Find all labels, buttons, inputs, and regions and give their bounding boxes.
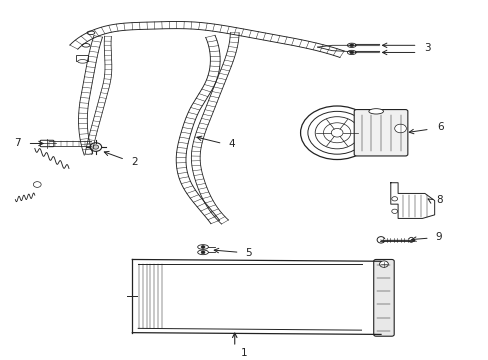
Circle shape [394, 124, 406, 133]
Text: 8: 8 [435, 194, 442, 204]
Ellipse shape [408, 237, 413, 242]
Ellipse shape [197, 250, 208, 255]
Ellipse shape [87, 31, 95, 35]
Circle shape [315, 117, 358, 149]
FancyBboxPatch shape [353, 109, 407, 156]
Text: 3: 3 [423, 43, 430, 53]
FancyBboxPatch shape [40, 140, 54, 147]
Ellipse shape [346, 43, 355, 48]
Text: 7: 7 [15, 139, 21, 148]
Ellipse shape [376, 237, 384, 243]
Circle shape [201, 251, 204, 254]
Circle shape [349, 51, 353, 54]
FancyBboxPatch shape [373, 260, 393, 336]
Circle shape [93, 145, 99, 149]
Text: 5: 5 [245, 248, 252, 258]
Text: 4: 4 [228, 139, 235, 149]
Ellipse shape [346, 50, 355, 55]
Circle shape [330, 129, 342, 137]
Circle shape [349, 44, 353, 47]
Circle shape [300, 106, 373, 159]
Text: 9: 9 [435, 232, 441, 242]
Text: 1: 1 [241, 348, 247, 358]
Circle shape [391, 197, 397, 201]
Circle shape [379, 261, 387, 267]
Text: 2: 2 [131, 157, 138, 167]
Ellipse shape [78, 60, 87, 63]
Text: 6: 6 [436, 122, 443, 132]
Circle shape [307, 111, 366, 154]
Circle shape [391, 209, 397, 213]
Ellipse shape [197, 245, 208, 249]
Circle shape [323, 123, 350, 143]
Circle shape [201, 246, 204, 248]
Ellipse shape [368, 109, 383, 114]
Circle shape [33, 182, 41, 187]
Circle shape [90, 143, 102, 151]
Bar [76, 55, 88, 61]
Ellipse shape [82, 44, 90, 47]
